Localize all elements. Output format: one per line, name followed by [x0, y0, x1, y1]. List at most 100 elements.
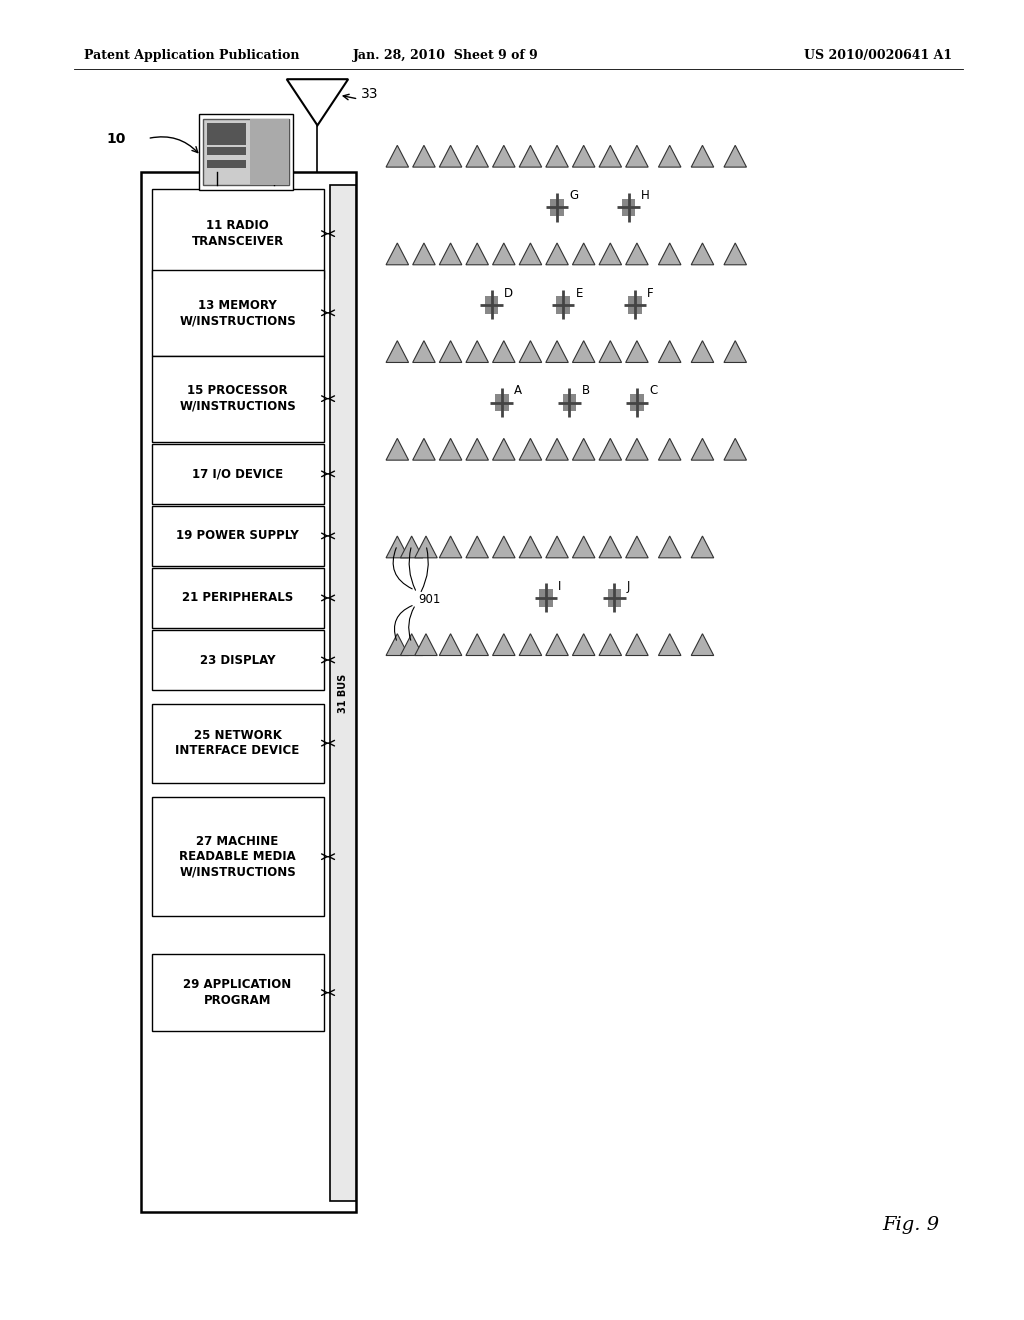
Polygon shape: [439, 145, 462, 168]
Bar: [607, 589, 622, 607]
Polygon shape: [415, 536, 437, 558]
Polygon shape: [439, 536, 462, 558]
Polygon shape: [493, 438, 515, 461]
Polygon shape: [466, 341, 488, 363]
Polygon shape: [599, 438, 622, 461]
Polygon shape: [691, 145, 714, 168]
Polygon shape: [599, 536, 622, 558]
Polygon shape: [519, 634, 542, 656]
Bar: [628, 296, 642, 314]
Text: Jan. 28, 2010  Sheet 9 of 9: Jan. 28, 2010 Sheet 9 of 9: [352, 49, 539, 62]
Bar: [207, 123, 246, 131]
Bar: [630, 393, 644, 412]
Polygon shape: [691, 438, 714, 461]
Polygon shape: [413, 243, 435, 265]
Polygon shape: [400, 536, 423, 558]
Bar: [152, 444, 324, 503]
Bar: [207, 147, 246, 154]
Polygon shape: [439, 341, 462, 363]
Polygon shape: [572, 243, 595, 265]
Polygon shape: [493, 243, 515, 265]
Text: 19 POWER SUPPLY: 19 POWER SUPPLY: [176, 529, 299, 543]
Polygon shape: [599, 634, 622, 656]
Bar: [152, 797, 324, 916]
Text: C: C: [649, 384, 657, 397]
Text: 21 PERIPHERALS: 21 PERIPHERALS: [182, 591, 293, 605]
Polygon shape: [493, 145, 515, 168]
Polygon shape: [626, 243, 648, 265]
Text: I: I: [558, 579, 561, 593]
Polygon shape: [572, 634, 595, 656]
Text: H: H: [641, 189, 650, 202]
Polygon shape: [546, 634, 568, 656]
Text: J: J: [627, 579, 630, 593]
Polygon shape: [466, 438, 488, 461]
Polygon shape: [466, 536, 488, 558]
Polygon shape: [626, 438, 648, 461]
Polygon shape: [658, 536, 681, 558]
Text: F: F: [647, 286, 653, 300]
Text: D: D: [504, 286, 513, 300]
Polygon shape: [287, 79, 348, 125]
Bar: [484, 296, 499, 314]
Polygon shape: [519, 145, 542, 168]
Bar: [152, 631, 324, 689]
Bar: [539, 589, 553, 607]
Bar: [550, 198, 564, 216]
Text: Patent Application Publication: Patent Application Publication: [84, 49, 299, 62]
Polygon shape: [658, 438, 681, 461]
Text: 33: 33: [360, 87, 378, 100]
Polygon shape: [386, 438, 409, 461]
Text: 17 I/O DEVICE: 17 I/O DEVICE: [193, 467, 283, 480]
Polygon shape: [400, 634, 423, 656]
Polygon shape: [466, 243, 488, 265]
Bar: [207, 160, 246, 168]
Polygon shape: [386, 243, 409, 265]
Polygon shape: [691, 243, 714, 265]
Text: 15 PROCESSOR
W/INSTRUCTIONS: 15 PROCESSOR W/INSTRUCTIONS: [179, 384, 296, 413]
Polygon shape: [626, 341, 648, 363]
Polygon shape: [599, 341, 622, 363]
Polygon shape: [691, 536, 714, 558]
Bar: [203, 119, 289, 185]
Bar: [141, 172, 356, 1212]
Bar: [495, 393, 509, 412]
Text: 31 BUS: 31 BUS: [338, 673, 348, 713]
Polygon shape: [519, 536, 542, 558]
Bar: [152, 568, 324, 627]
Polygon shape: [572, 438, 595, 461]
Polygon shape: [439, 243, 462, 265]
Bar: [207, 129, 246, 137]
Polygon shape: [413, 145, 435, 168]
Polygon shape: [626, 634, 648, 656]
Polygon shape: [658, 634, 681, 656]
Text: 25 NETWORK
INTERFACE DEVICE: 25 NETWORK INTERFACE DEVICE: [175, 729, 300, 758]
Text: US 2010/0020641 A1: US 2010/0020641 A1: [804, 49, 952, 62]
Bar: [152, 269, 324, 355]
Polygon shape: [546, 145, 568, 168]
Polygon shape: [691, 341, 714, 363]
Polygon shape: [572, 536, 595, 558]
Polygon shape: [599, 145, 622, 168]
Text: 29 APPLICATION
PROGRAM: 29 APPLICATION PROGRAM: [183, 978, 292, 1007]
Text: A: A: [514, 384, 522, 397]
Text: 901: 901: [418, 593, 440, 606]
Polygon shape: [599, 243, 622, 265]
Polygon shape: [386, 145, 409, 168]
Polygon shape: [626, 536, 648, 558]
Polygon shape: [724, 341, 746, 363]
Polygon shape: [546, 243, 568, 265]
Polygon shape: [493, 634, 515, 656]
Text: E: E: [575, 286, 583, 300]
Polygon shape: [519, 438, 542, 461]
Bar: [207, 137, 246, 145]
Polygon shape: [439, 634, 462, 656]
Bar: [152, 954, 324, 1031]
Bar: [152, 189, 324, 279]
Polygon shape: [546, 536, 568, 558]
Text: 10: 10: [106, 132, 126, 145]
Text: B: B: [582, 384, 590, 397]
Text: Fig. 9: Fig. 9: [883, 1216, 940, 1234]
Text: 11 RADIO
TRANSCEIVER: 11 RADIO TRANSCEIVER: [191, 219, 284, 248]
Polygon shape: [386, 536, 409, 558]
